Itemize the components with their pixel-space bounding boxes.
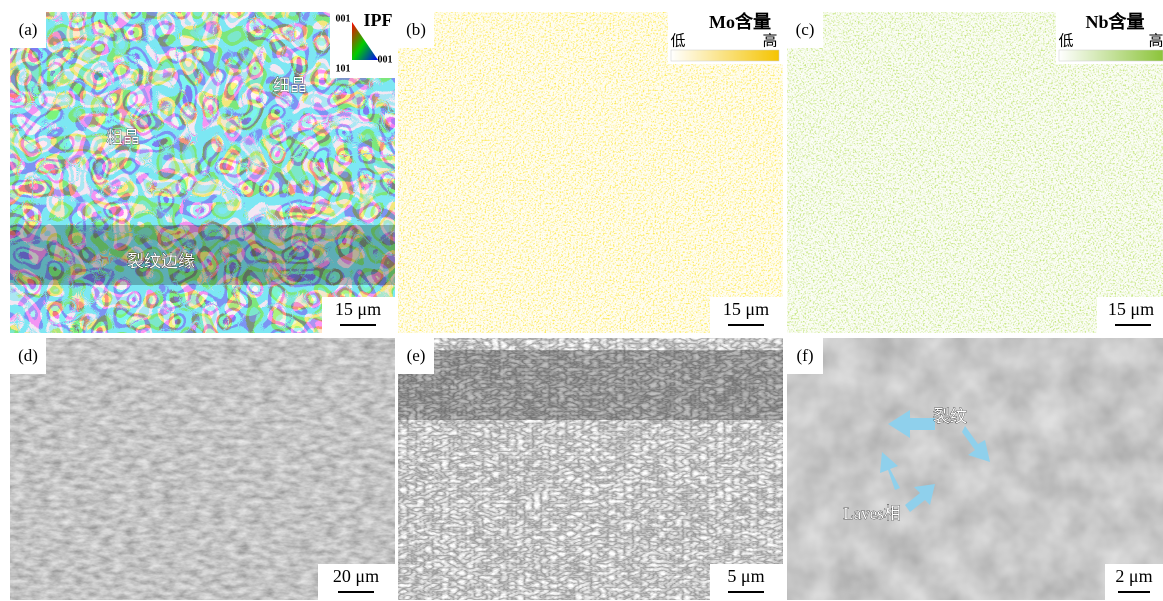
scale-bar-label: 20 μm	[333, 566, 379, 586]
panel-f: (f) 裂纹 Laves相 2 μm	[787, 338, 1163, 600]
legend-corner: 001	[378, 54, 393, 65]
panel-a: (a) IPF 001 101 001 细晶 粗晶 裂纹边缘 15 μm	[10, 10, 395, 333]
sem-image	[398, 338, 783, 600]
sem-image	[787, 338, 1163, 600]
legend-title: IPF	[364, 10, 393, 30]
panel-label: (d)	[18, 346, 38, 365]
scale-box	[1105, 564, 1163, 600]
scale-box	[1097, 297, 1163, 333]
label-box	[10, 338, 46, 374]
panel-label: (c)	[796, 20, 815, 39]
colorbar	[1058, 49, 1163, 62]
label-box	[398, 338, 434, 374]
label-box	[10, 12, 46, 48]
panel-e: (e) 5 μm	[398, 338, 783, 600]
panel-d: (d) 20 μm	[10, 338, 395, 600]
arrows	[880, 410, 990, 512]
label-box	[787, 338, 823, 374]
colorbar-high: 高	[1148, 32, 1163, 49]
scale-bar-label: 15 μm	[723, 299, 769, 319]
panel-label: (f)	[797, 346, 814, 365]
scale-box	[710, 564, 783, 600]
scale-bar-label: 15 μm	[335, 299, 381, 319]
scale-box	[318, 564, 395, 600]
label-box	[398, 12, 434, 48]
annotation: 裂纹	[933, 407, 967, 426]
scale-bar-label: 2 μm	[1115, 566, 1152, 586]
colorbar-title: Mo含量	[709, 11, 771, 32]
arrow	[962, 426, 990, 462]
colorbar-title: Nb含量	[1085, 11, 1144, 32]
crack-band	[10, 225, 395, 285]
nb-map	[787, 12, 1163, 333]
panel-label: (e)	[407, 346, 426, 365]
scale-box	[322, 297, 395, 333]
annotation: 粗晶	[106, 128, 140, 147]
arrow	[888, 410, 935, 438]
colorbar	[670, 49, 780, 62]
annotation: 细晶	[273, 76, 307, 95]
mo-map	[398, 12, 783, 333]
crack-band	[398, 350, 783, 420]
panel-c: (c) Nb含量 低 高 15 μm	[787, 11, 1163, 333]
legend-corner: 101	[336, 63, 351, 74]
scale-bar-label: 15 μm	[1108, 299, 1154, 319]
legend-corner: 001	[336, 13, 351, 24]
panel-b: (b) Mo含量 低 高 15 μm	[398, 11, 783, 333]
ipf-triangle	[352, 22, 378, 60]
colorbar-low: 低	[1058, 32, 1073, 49]
colorbar-high: 高	[762, 32, 777, 49]
colorbar-low: 低	[670, 32, 685, 49]
panel-label: (a)	[19, 20, 38, 39]
scale-bar-label: 5 μm	[727, 566, 764, 586]
sem-image	[10, 338, 395, 600]
panel-label: (b)	[406, 20, 426, 39]
annotation: Laves相	[843, 504, 901, 523]
label-box	[787, 12, 823, 48]
scale-box	[710, 297, 783, 333]
arrow	[905, 484, 935, 512]
arrow	[880, 452, 900, 490]
annotation: 裂纹边缘	[127, 252, 195, 271]
